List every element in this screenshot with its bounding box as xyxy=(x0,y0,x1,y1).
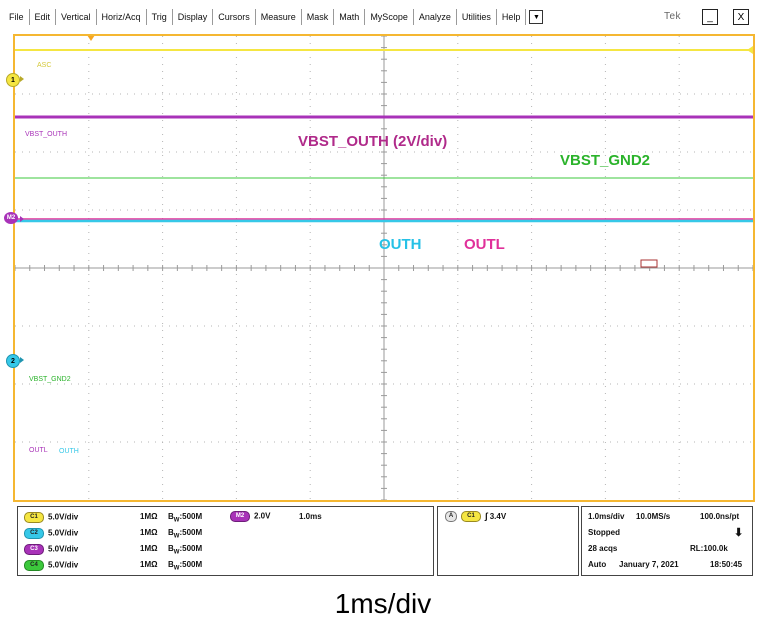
ch1-level-arrow-icon xyxy=(747,46,753,54)
graticule-grid xyxy=(15,36,753,500)
ch1-ground-marker[interactable]: 1 xyxy=(6,73,20,87)
vbst-outh-annotation: VBST_OUTH (2V/div) xyxy=(298,133,448,150)
trigger-mode-badge: A xyxy=(445,511,457,523)
channel-row-c1[interactable]: C1 5.0V/div xyxy=(24,512,78,524)
trigger-panel[interactable]: A C1 ∫ 3.4V xyxy=(437,506,579,576)
menu-measure[interactable]: Measure xyxy=(256,9,302,25)
c2-impedance: 1MΩ xyxy=(140,528,158,537)
m2-scale: 2.0V xyxy=(254,511,271,521)
c3-badge: C3 xyxy=(24,544,44,555)
ch1-trace-label: ASC xyxy=(37,62,52,69)
ch2-ground-marker[interactable]: 2 xyxy=(6,354,20,368)
math-marker-arrow-icon xyxy=(20,216,24,222)
outl-annotation: OUTL xyxy=(464,236,505,253)
waveform-display[interactable]: ASC VBST_OUTH VBST_GND2 OUTL OUTH VBST_O… xyxy=(13,34,755,502)
traces xyxy=(15,36,753,268)
trigger-readout: A C1 ∫ 3.4V xyxy=(445,511,507,523)
record-length: RL:100.0k xyxy=(690,544,728,553)
math-row[interactable]: M2 2.0V xyxy=(230,511,270,522)
outh-annotation: OUTH xyxy=(379,236,422,253)
cursor-box xyxy=(640,259,658,268)
menu-utilities[interactable]: Utilities xyxy=(457,9,497,25)
channel-settings-panel[interactable]: C1 5.0V/div C2 5.0V/div C3 5.0V/div C4 5.0V/… xyxy=(17,506,434,576)
ch2-marker-arrow-icon xyxy=(20,357,24,363)
trigger-mode: Auto xyxy=(588,560,607,569)
menu-horiz-acq[interactable]: Horiz/Acq xyxy=(97,9,147,25)
vbst-outh-trace-label: VBST_OUTH xyxy=(25,131,68,138)
m2-badge: M2 xyxy=(230,511,250,522)
date: January 7, 2021 xyxy=(619,560,679,569)
acquisition-state: Stopped xyxy=(588,528,620,537)
menu-edit[interactable]: Edit xyxy=(30,9,57,25)
brand-logo: Tek xyxy=(664,11,682,22)
trigger-position-icon xyxy=(87,36,95,41)
menu-help[interactable]: Help xyxy=(497,9,527,25)
vbst-gnd2-trace-label: VBST_GND2 xyxy=(29,376,71,383)
down-arrow-icon: ⬇ xyxy=(734,527,744,539)
figure-caption: 1ms/div xyxy=(334,588,432,619)
menu-trig[interactable]: Trig xyxy=(147,9,173,25)
channel-row-c2[interactable]: C2 5.0V/div xyxy=(24,528,78,540)
time: 18:50:45 xyxy=(710,560,743,569)
outh-trace-label: OUTH xyxy=(59,448,79,455)
menu-myscope[interactable]: MyScope xyxy=(365,9,414,25)
menu-file[interactable]: File xyxy=(4,9,30,25)
m2-time: 1.0ms xyxy=(299,512,322,521)
chevron-down-icon: ▼ xyxy=(532,13,540,21)
c1-scale: 5.0V/div xyxy=(48,512,79,522)
c4-scale: 5.0V/div xyxy=(48,560,79,570)
acquisition-count: 28 acqs xyxy=(588,544,618,553)
vbst-gnd2-annotation: VBST_GND2 xyxy=(560,152,651,169)
c3-bandwidth: BW:500M xyxy=(168,544,203,556)
menu-math[interactable]: Math xyxy=(334,9,366,25)
channel-row-c3[interactable]: C3 5.0V/div xyxy=(24,544,78,556)
menu-display[interactable]: Display xyxy=(173,9,214,25)
outl-trace-label: OUTL xyxy=(29,447,48,454)
trigger-source-badge: C1 xyxy=(461,511,481,523)
c1-bandwidth: BW:500M xyxy=(168,512,203,524)
c2-scale: 5.0V/div xyxy=(48,528,79,538)
trigger-level: 3.4V xyxy=(489,512,507,521)
c1-impedance: 1MΩ xyxy=(140,512,158,521)
c2-bandwidth: BW:500M xyxy=(168,528,203,540)
c4-badge: C4 xyxy=(24,560,44,571)
sample-rate: 10.0MS/s xyxy=(636,512,671,521)
resolution: 100.0ns/pt xyxy=(700,512,740,521)
c3-impedance: 1MΩ xyxy=(140,544,158,553)
close-button[interactable]: X xyxy=(733,9,749,25)
c4-bandwidth: BW:500M xyxy=(168,560,203,572)
time-per-div: 1.0ms/div xyxy=(588,512,625,521)
minimize-button[interactable]: _ xyxy=(702,9,718,25)
c2-badge: C2 xyxy=(24,528,44,539)
menu-mask[interactable]: Mask xyxy=(302,9,335,25)
menu-analyze[interactable]: Analyze xyxy=(414,9,457,25)
timebase-panel[interactable]: 1.0ms/div 10.0MS/s 100.0ns/pt Stopped ⬇ … xyxy=(581,506,753,576)
menu-vertical[interactable]: Vertical xyxy=(56,9,97,25)
c1-badge: C1 xyxy=(24,512,44,523)
c4-impedance: 1MΩ xyxy=(140,560,158,569)
rising-edge-icon: ∫ xyxy=(485,511,488,521)
channel-row-c4[interactable]: C4 5.0V/div xyxy=(24,560,78,572)
ch1-marker-arrow-icon xyxy=(20,76,24,82)
menu-bar: File Edit Vertical Horiz/Acq Trig Displa… xyxy=(0,0,766,32)
menu-cursors[interactable]: Cursors xyxy=(213,9,256,25)
math-ground-marker[interactable]: M2 xyxy=(4,212,18,224)
menu-dropdown-button[interactable]: ▼ xyxy=(529,10,544,24)
c3-scale: 5.0V/div xyxy=(48,544,79,554)
menu-items: File Edit Vertical Horiz/Acq Trig Displa… xyxy=(4,9,544,25)
